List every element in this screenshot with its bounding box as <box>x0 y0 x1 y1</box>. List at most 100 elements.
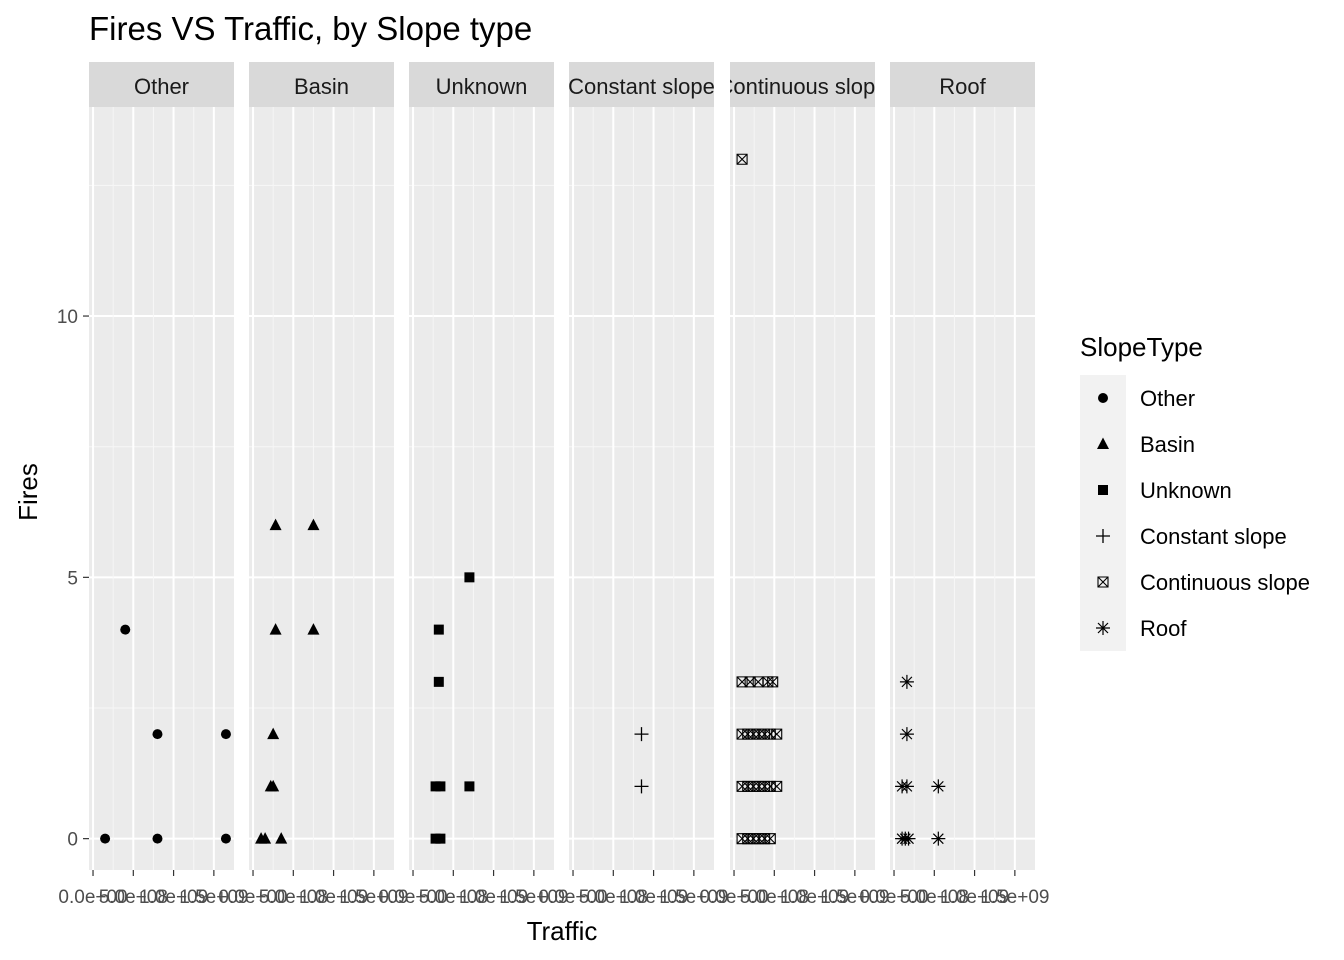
facet-panels: Other0.0e+005.0e+081.0e+091.5e+09Basin0.… <box>58 62 1049 908</box>
data-point-basin <box>269 623 282 635</box>
facet-strip-label: Constant slope <box>568 74 715 99</box>
legend-item-continuous-slope: Continuous slope <box>1097 570 1310 595</box>
facet-panel-other: Other 0.0e+005.0e+081.0e+091.5e+09 <box>58 62 248 908</box>
x-axis-tick-label: 1.0e+09 <box>780 887 849 908</box>
data-point-continuous-slope <box>764 833 776 845</box>
x-axis-title: Traffic <box>527 916 598 946</box>
legend-key-constant-slope <box>1096 529 1110 543</box>
legend-label: Basin <box>1140 432 1195 457</box>
data-point-unknown <box>464 781 475 792</box>
facet-panel-constant-slope: Constant slope 0.0e+005.0e+081.0e+091.5e+… <box>538 62 728 908</box>
legend-key-unknown <box>1098 485 1108 495</box>
x-axis-tick-label: 1.5e+09 <box>820 887 889 908</box>
data-point-continuous-slope <box>767 676 779 688</box>
x-axis-tick-label: 0.0e+00 <box>218 887 287 908</box>
legend: SlopeType Other Basin Unknown Constant slop… <box>1080 332 1310 651</box>
y-axis-title: Fires <box>13 463 43 521</box>
legend-label: Other <box>1140 386 1195 411</box>
data-point-basin <box>269 518 282 531</box>
facet-panel-basin: Basin 0.0e+005.0e+081.0e+091.5e+09 <box>218 62 408 908</box>
facet-strip <box>409 62 554 107</box>
legend-key-basin <box>1097 437 1109 449</box>
data-point-constant-slope <box>634 779 649 794</box>
legend-item-unknown: Unknown <box>1098 478 1232 503</box>
data-point-basin <box>267 727 280 740</box>
data-point-basin <box>267 779 280 792</box>
data-point-basin <box>307 518 320 531</box>
x-axis-tick-label: 1.5e+09 <box>339 887 408 908</box>
y-axis-tick-label: 0 <box>67 830 78 851</box>
x-axis-tick-label: 0.0e+00 <box>58 887 127 908</box>
legend-item-roof: Roof <box>1096 616 1187 641</box>
legend-key-background <box>1080 375 1126 651</box>
legend-label: Constant slope <box>1140 524 1287 549</box>
facet-strip <box>569 62 714 107</box>
legend-label: Unknown <box>1140 478 1232 503</box>
data-point-other <box>100 833 111 844</box>
facet-strip <box>730 62 875 107</box>
data-point-unknown <box>435 833 446 844</box>
data-point-other <box>152 729 163 740</box>
data-point-unknown <box>435 781 446 792</box>
legend-label: Roof <box>1140 616 1187 641</box>
legend-key-continuous-slope <box>1097 576 1109 588</box>
x-axis-tick-label: 5.0e+08 <box>99 887 168 908</box>
legend-key-roof <box>1096 621 1110 635</box>
panel-background <box>409 107 554 870</box>
panel-background <box>890 107 1035 870</box>
panel-background <box>89 107 234 870</box>
legend-title: SlopeType <box>1080 332 1203 362</box>
data-point-other <box>220 833 231 844</box>
x-axis-tick-label: 0.0e+00 <box>699 887 768 908</box>
data-point-unknown <box>464 572 475 583</box>
legend-key-other <box>1098 393 1108 403</box>
x-axis-tick-label: 0.0e+00 <box>538 887 607 908</box>
data-point-roof <box>901 831 916 846</box>
facet-strip-label: Continuous slope <box>717 74 887 99</box>
y-axis-tick-label: 10 <box>57 307 78 328</box>
facet-panel-continuous-slope: Continuous slope 0.0e+005.0e+081.0e+091.5… <box>699 62 889 908</box>
facet-strip <box>249 62 394 107</box>
data-point-roof <box>899 779 914 794</box>
data-point-basin <box>275 832 288 844</box>
x-axis-tick-label: 1.5e+09 <box>980 887 1049 908</box>
legend-item-basin: Basin <box>1097 432 1195 457</box>
data-point-continuous-slope <box>736 153 748 165</box>
facet-strip-label: Roof <box>939 74 986 99</box>
data-point-other <box>120 624 131 635</box>
x-axis-tick-label: 5.0e+08 <box>900 887 969 908</box>
x-axis-tick-label: 1.0e+09 <box>619 887 688 908</box>
facet-panel-unknown: Unknown 0.0e+005.0e+081.0e+091.5e+09 <box>378 62 568 908</box>
data-point-other <box>152 833 163 844</box>
x-axis-tick-label: 1.0e+09 <box>459 887 528 908</box>
panel-background <box>730 107 875 870</box>
facet-strip <box>89 62 234 107</box>
data-point-continuous-slope <box>771 728 783 740</box>
x-axis-tick-label: 1.0e+09 <box>940 887 1009 908</box>
data-point-roof <box>899 727 914 742</box>
data-point-continuous-slope <box>771 780 783 792</box>
y-axis: 0 5 10 <box>57 307 89 851</box>
x-axis-tick-label: 1.0e+09 <box>299 887 368 908</box>
x-axis-tick-label: 5.0e+08 <box>419 887 488 908</box>
legend-label: Continuous slope <box>1140 570 1310 595</box>
panel-background <box>249 107 394 870</box>
facet-strip-label: Basin <box>294 74 349 99</box>
x-axis-tick-label: 0.0e+00 <box>378 887 447 908</box>
facet-strip-label: Unknown <box>436 74 528 99</box>
data-point-unknown <box>433 676 444 687</box>
facet-panel-roof: Roof 0.0e+005.0e+081.0e+091.5e+09 <box>859 62 1049 908</box>
x-axis-tick-label: 5.0e+08 <box>259 887 328 908</box>
panel-background <box>569 107 714 870</box>
x-axis-tick-label: 1.5e+09 <box>499 887 568 908</box>
x-axis-tick-label: 5.0e+08 <box>740 887 809 908</box>
data-point-roof <box>931 831 946 846</box>
x-axis-tick-label: 1.0e+09 <box>139 887 208 908</box>
data-point-basin <box>307 623 320 635</box>
data-point-other <box>220 729 231 740</box>
x-axis-tick-label: 1.5e+09 <box>179 887 248 908</box>
x-axis-tick-label: 5.0e+08 <box>579 887 648 908</box>
data-point-constant-slope <box>634 727 649 742</box>
x-axis-tick-label: 0.0e+00 <box>859 887 928 908</box>
facet-strip <box>890 62 1035 107</box>
